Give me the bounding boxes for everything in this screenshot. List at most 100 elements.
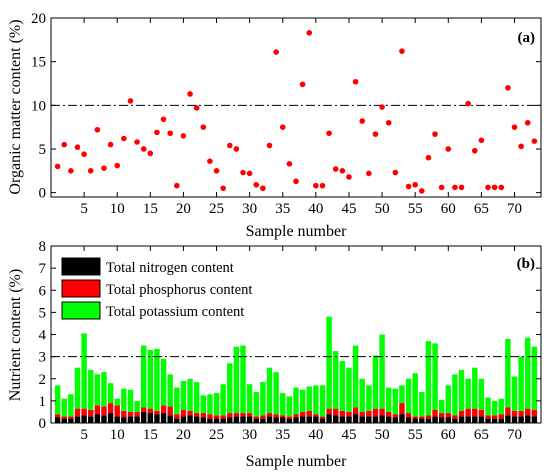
a-x-tick-label: 65 [474, 201, 489, 217]
bar-segment-potassium [154, 348, 160, 411]
data-point [505, 85, 511, 91]
bar-segment-potassium [180, 380, 187, 410]
bar-segment-potassium [359, 378, 365, 412]
panel-a-label: (a) [518, 30, 536, 46]
legend-label-phosphorus: Total phosphorus content [106, 282, 252, 298]
data-point [372, 131, 379, 137]
data-point [359, 118, 366, 124]
bar-segment-potassium [68, 394, 74, 417]
bar-segment-potassium [260, 382, 266, 416]
bar-segment-phosphorus [160, 405, 167, 414]
data-point [445, 146, 452, 152]
bar-segment-phosphorus [127, 411, 134, 417]
data-point [419, 188, 425, 194]
data-point [392, 169, 399, 176]
panel-b-legend: Total nitrogen content Total phosphorus … [61, 257, 252, 320]
panel-a-x-ticks: 5 10 15 20 25 30 35 40 45 50 55 60 65 70 [80, 18, 522, 217]
bar-segment-potassium [392, 388, 399, 415]
a-x-tick-label: 50 [375, 201, 390, 217]
data-point [246, 170, 253, 177]
bar-segment-nitrogen [207, 418, 213, 423]
bar-segment-potassium [200, 395, 207, 414]
data-point [405, 183, 412, 190]
a-x-tick-label: 55 [408, 201, 423, 217]
bar-segment-phosphorus [458, 410, 465, 417]
bar-segment-phosphorus [385, 411, 392, 417]
bar-segment-phosphorus [419, 416, 425, 419]
bar-segment-nitrogen [352, 414, 359, 423]
bar-segment-potassium [114, 398, 120, 406]
bar-segment-phosphorus [392, 414, 399, 418]
bar-segment-phosphorus [94, 405, 101, 415]
b-x-tick-label: 35 [275, 427, 290, 443]
bar-segment-phosphorus [485, 415, 491, 419]
data-point [313, 182, 319, 189]
b-x-tick-label: 20 [176, 427, 191, 443]
bar-segment-phosphorus [101, 406, 107, 416]
bar-segment-nitrogen [220, 418, 226, 423]
bar-segment-nitrogen [233, 416, 240, 423]
bar-segment-nitrogen [227, 417, 233, 423]
data-point [279, 124, 286, 130]
data-point [81, 151, 87, 158]
data-point [154, 129, 160, 136]
data-point [54, 163, 61, 170]
data-point [412, 181, 418, 188]
bar-segment-phosphorus [518, 410, 524, 417]
b-x-tick-label: 10 [110, 427, 125, 443]
bar-segment-nitrogen [154, 414, 160, 423]
bar-segment-nitrogen [253, 418, 259, 423]
bar-segment-phosphorus [445, 413, 452, 418]
bar-segment-potassium [472, 367, 478, 409]
a-x-tick-label: 20 [176, 201, 191, 217]
data-point [471, 147, 478, 154]
data-point [332, 166, 339, 172]
b-y-tick-label: 8 [39, 239, 47, 255]
bar-segment-nitrogen [127, 416, 134, 423]
bar-segment-potassium [140, 345, 147, 408]
bar-segment-phosphorus [88, 409, 94, 417]
bar-segment-phosphorus [412, 416, 418, 419]
data-point [524, 119, 531, 126]
bar-segment-phosphorus [346, 411, 352, 417]
bar-segment-nitrogen [419, 418, 425, 423]
bar-segment-nitrogen [306, 416, 312, 423]
bar-segment-potassium [525, 337, 531, 409]
legend-swatch-potassium [61, 301, 101, 320]
bar-segment-nitrogen [107, 413, 114, 423]
a-x-tick-label: 15 [143, 201, 158, 217]
bar-segment-potassium [101, 372, 107, 407]
bar-segment-phosphorus [498, 414, 504, 419]
bar-segment-phosphorus [220, 415, 226, 419]
data-point [167, 130, 173, 137]
bar-segment-potassium [213, 393, 220, 416]
data-point [127, 98, 134, 104]
bar-segment-phosphorus [54, 414, 61, 418]
legend-swatch-nitrogen [61, 257, 101, 276]
data-point [253, 181, 260, 188]
data-point [319, 182, 326, 189]
bar-segment-phosphorus [167, 406, 173, 416]
bar-segment-phosphorus [174, 414, 180, 419]
data-point [260, 185, 266, 192]
bar-segment-phosphorus [399, 403, 405, 415]
bar-segment-potassium [74, 367, 81, 409]
b-y-tick-label: 4 [39, 328, 47, 344]
data-point [352, 78, 359, 85]
bar-segment-nitrogen [121, 417, 127, 423]
bar-segment-potassium [511, 376, 518, 411]
bar-segment-phosphorus [472, 408, 478, 417]
bar-segment-nitrogen [54, 417, 61, 423]
bar-segment-nitrogen [472, 416, 478, 423]
panel-a-y-ticks: 0 5 10 15 20 [31, 11, 541, 202]
a-y-tick-label: 10 [31, 98, 46, 114]
bar-segment-potassium [372, 355, 379, 409]
data-point [518, 143, 524, 150]
bar-segment-nitrogen [333, 415, 339, 423]
data-point [193, 105, 200, 111]
data-point [326, 130, 332, 137]
bar-segment-phosphorus [240, 413, 246, 417]
a-x-tick-label: 40 [308, 201, 323, 217]
data-point [187, 91, 193, 97]
